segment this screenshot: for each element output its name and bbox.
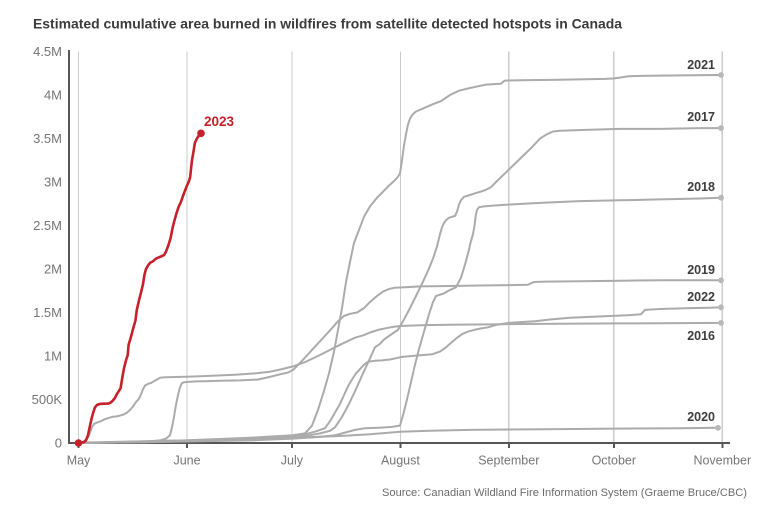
svg-text:2017: 2017 [687, 110, 715, 124]
svg-text:June: June [173, 454, 200, 468]
svg-text:Source: Canadian Wildland Fire: Source: Canadian Wildland Fire Informati… [382, 487, 747, 499]
svg-text:July: July [281, 454, 304, 468]
svg-text:October: October [592, 454, 636, 468]
svg-text:August: August [381, 454, 420, 468]
svg-text:1M: 1M [44, 349, 62, 364]
svg-text:September: September [478, 454, 539, 468]
svg-text:2021: 2021 [687, 58, 715, 72]
svg-text:2018: 2018 [687, 180, 715, 194]
svg-text:0: 0 [55, 436, 62, 451]
svg-text:4M: 4M [44, 88, 62, 103]
svg-text:May: May [67, 454, 91, 468]
svg-text:3.5M: 3.5M [33, 131, 62, 146]
svg-text:2016: 2016 [687, 329, 715, 343]
svg-text:2023: 2023 [204, 114, 235, 129]
svg-text:3M: 3M [44, 175, 62, 190]
svg-text:2019: 2019 [687, 263, 715, 277]
svg-text:500K: 500K [32, 392, 63, 407]
svg-text:November: November [693, 454, 751, 468]
svg-text:Estimated cumulative area burn: Estimated cumulative area burned in wild… [33, 16, 622, 32]
svg-text:2.5M: 2.5M [33, 218, 62, 233]
svg-text:2022: 2022 [687, 290, 715, 304]
svg-text:1.5M: 1.5M [33, 305, 62, 320]
svg-text:4.5M: 4.5M [33, 44, 62, 59]
svg-text:2020: 2020 [687, 410, 715, 424]
svg-text:2M: 2M [44, 262, 62, 277]
